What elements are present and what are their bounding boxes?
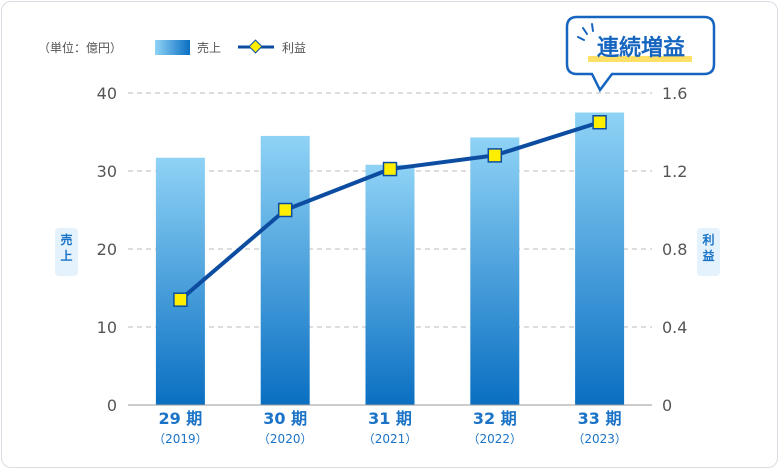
x-year-label: （2019） (153, 432, 208, 446)
x-category-label: 30 期 (263, 409, 307, 428)
legend: （単位：億円） 売上 利益 (38, 39, 306, 55)
sales-bar (575, 112, 625, 405)
x-category-label: 33 期 (578, 409, 622, 428)
left-axis-badge-bg (55, 228, 78, 276)
y-right-tick-label: 1.2 (662, 162, 687, 181)
x-category-label: 31 期 (368, 409, 412, 428)
left-axis-badge-label: 売上 (60, 232, 72, 263)
right-axis-badge: 利益 (697, 228, 720, 276)
sales-bar (155, 157, 205, 405)
axes: 0 0 10 0.4 20 0.8 30 1.2 40 1.6 29 期 （2019） 30 期 （202… (97, 84, 688, 446)
profit-marker (382, 161, 398, 177)
x-year-label: （2020） (258, 432, 313, 446)
x-category-label: 32 期 (473, 409, 517, 428)
right-axis-badge-label: 利益 (702, 232, 714, 263)
legend-sales-swatch (155, 40, 190, 55)
left-axis-badge: 売上 (55, 228, 78, 276)
legend-profit-marker (248, 39, 263, 54)
profit-marker (277, 202, 293, 218)
callout-shape (565, 15, 716, 93)
y-left-tick-label: 10 (97, 318, 117, 337)
y-left-tick-label: 30 (97, 162, 117, 181)
y-left-tick-label: 40 (97, 84, 117, 103)
sales-bar (365, 164, 415, 405)
y-right-tick-label: 1.6 (662, 84, 687, 103)
x-year-label: （2021） (363, 432, 418, 446)
profit-marker (592, 115, 607, 130)
callout-sparkle-icon (577, 23, 594, 41)
y-left-tick-label: 0 (107, 396, 117, 415)
line-series (173, 115, 607, 307)
x-year-label: （2023） (572, 432, 627, 446)
callout-bubble: 連続増益 (565, 15, 716, 93)
y-right-tick-label: 0.8 (662, 240, 687, 259)
profit-marker (487, 148, 503, 163)
right-axis-badge-bg (697, 228, 720, 276)
legend-profit-label: 利益 (282, 41, 306, 55)
profit-marker (173, 292, 188, 307)
legend-sales-label: 売上 (197, 40, 221, 55)
y-right-tick-label: 0.4 (662, 318, 687, 337)
y-right-tick-label: 0 (662, 396, 672, 415)
sales-bar (470, 137, 520, 405)
x-year-label: （2022） (468, 432, 523, 446)
callout-text: 連続増益 (597, 35, 685, 61)
sales-bar (260, 135, 310, 405)
callout-underline (588, 56, 692, 62)
y-left-tick-label: 20 (97, 240, 117, 259)
bar-series (155, 112, 625, 405)
legend-unit-label: （単位：億円） (38, 40, 122, 55)
x-category-label: 29 期 (158, 409, 202, 428)
